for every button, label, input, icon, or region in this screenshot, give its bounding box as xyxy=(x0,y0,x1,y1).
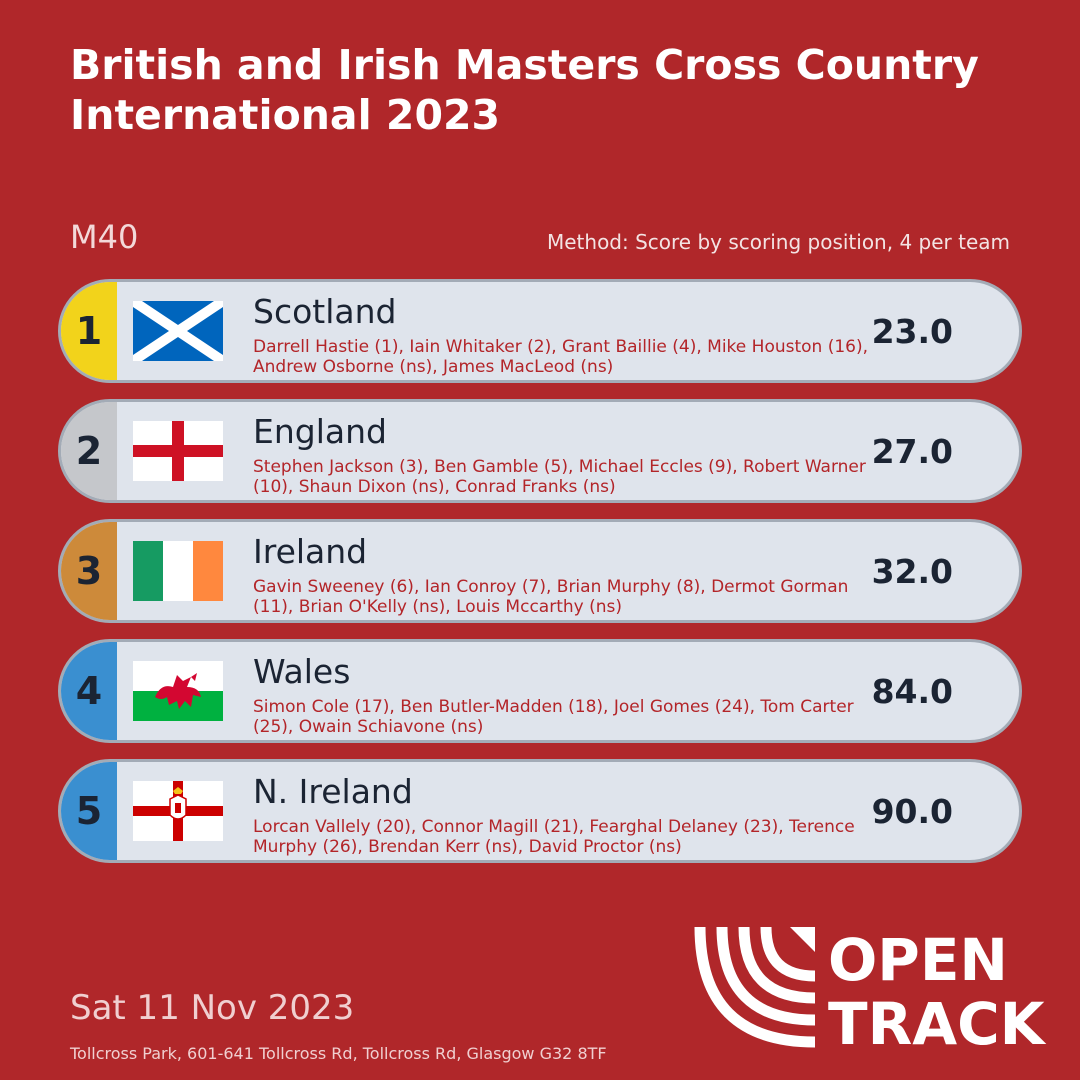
rank-badge: 5 xyxy=(61,762,117,860)
team-athletes: Lorcan Vallely (20), Connor Magill (21),… xyxy=(253,817,855,857)
open-track-logo: OPEN TRACK xyxy=(690,922,1050,1052)
team-country: Wales xyxy=(253,652,351,691)
team-score: 90.0 xyxy=(871,791,953,831)
logo-text-track: TRACK xyxy=(828,990,1047,1052)
rank-badge: 2 xyxy=(61,402,117,500)
team-country: Ireland xyxy=(253,532,368,571)
rank-badge: 3 xyxy=(61,522,117,620)
scotland-flag-icon xyxy=(133,301,223,361)
team-athletes: Simon Cole (17), Ben Butler-Madden (18),… xyxy=(253,697,854,737)
team-results-list: 1 Scotland Darrell Hastie (1), Iain Whit… xyxy=(58,279,1022,879)
wales-flag-icon xyxy=(133,661,223,721)
page-title: British and Irish Masters Cross Country … xyxy=(70,41,979,139)
logo-text-open: OPEN xyxy=(828,926,1008,994)
northern-ireland-flag-icon xyxy=(133,781,223,841)
scoring-method: Method: Score by scoring position, 4 per… xyxy=(546,230,1010,254)
team-country: Scotland xyxy=(253,292,397,331)
england-flag-icon xyxy=(133,421,223,481)
team-score: 23.0 xyxy=(871,311,953,351)
event-venue: Tollcross Park, 601-641 Tollcross Rd, To… xyxy=(70,1044,607,1063)
team-row-ireland: 3 Ireland Gavin Sweeney (6), Ian Conroy … xyxy=(58,519,1022,623)
team-row-northern-ireland: 5 N. Ireland Lorcan Vallely (20), Connor… xyxy=(58,759,1022,863)
team-country: England xyxy=(253,412,387,451)
team-athletes: Gavin Sweeney (6), Ian Conroy (7), Brian… xyxy=(253,577,849,617)
team-score: 32.0 xyxy=(871,551,953,591)
team-row-wales: 4 Wales Simon Cole (17), Ben Butler-Madd… xyxy=(58,639,1022,743)
team-row-england: 2 England Stephen Jackson (3), Ben Gambl… xyxy=(58,399,1022,503)
team-score: 84.0 xyxy=(871,671,953,711)
age-category: M40 xyxy=(70,218,139,256)
ireland-flag-icon xyxy=(133,541,223,601)
team-country: N. Ireland xyxy=(253,772,413,811)
rank-badge: 1 xyxy=(61,282,117,380)
team-row-scotland: 1 Scotland Darrell Hastie (1), Iain Whit… xyxy=(58,279,1022,383)
team-score: 27.0 xyxy=(871,431,953,471)
team-athletes: Darrell Hastie (1), Iain Whitaker (2), G… xyxy=(253,337,869,377)
team-athletes: Stephen Jackson (3), Ben Gamble (5), Mic… xyxy=(253,457,866,497)
event-date: Sat 11 Nov 2023 xyxy=(70,988,355,1028)
rank-badge: 4 xyxy=(61,642,117,740)
